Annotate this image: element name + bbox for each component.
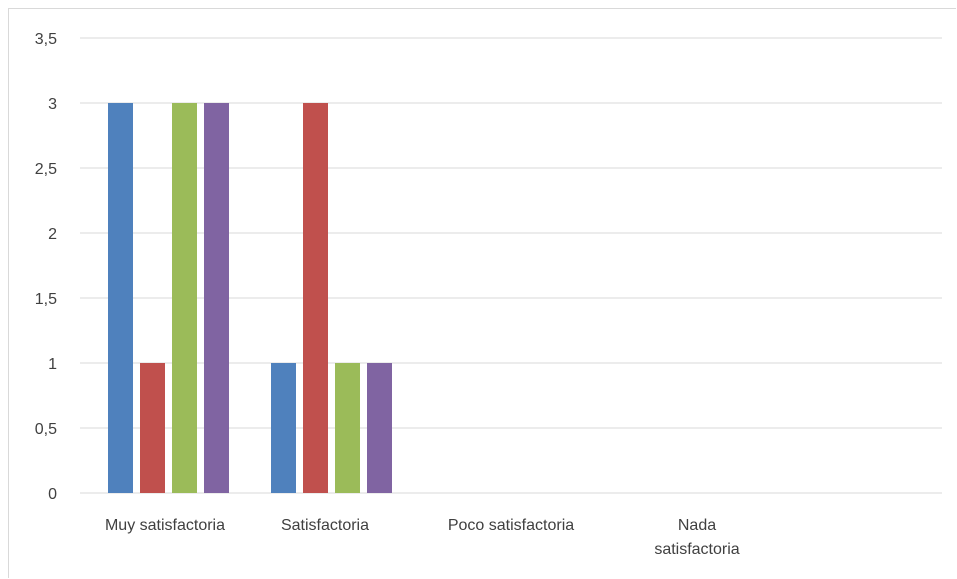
bar xyxy=(303,103,328,493)
chart-frame xyxy=(8,8,956,578)
bar xyxy=(108,103,133,493)
x-category-label: Nada satisfactoria xyxy=(654,517,739,558)
y-tick-label: 0 xyxy=(48,486,57,503)
bars xyxy=(108,103,392,493)
y-tick-label: 3 xyxy=(48,96,57,113)
bar xyxy=(204,103,229,493)
x-category-label-line: Nada xyxy=(678,517,716,534)
y-tick-label: 1 xyxy=(48,356,57,373)
grid-layer xyxy=(80,37,942,494)
bar xyxy=(172,103,197,493)
y-tick-label: 3,5 xyxy=(35,31,57,48)
x-category-label: Satisfactoria xyxy=(281,517,369,534)
bar xyxy=(335,363,360,493)
bar xyxy=(367,363,392,493)
y-tick-label: 2 xyxy=(48,226,57,243)
x-category-label: Muy satisfactoria xyxy=(105,517,225,534)
y-tick-label: 1,5 xyxy=(35,291,57,308)
x-axis-labels: Muy satisfactoria Satisfactoria Poco satis… xyxy=(105,517,740,558)
x-category-label-line: Satisfactoria xyxy=(281,517,369,534)
x-category-label-line: Muy satisfactoria xyxy=(105,517,225,534)
y-tick-label: 2,5 xyxy=(35,161,57,178)
bar xyxy=(140,363,165,493)
y-tick-label: 0,5 xyxy=(35,421,57,438)
x-category-label-line: satisfactoria xyxy=(654,541,739,558)
x-category-label-line: Poco satisfactoria xyxy=(448,517,574,534)
x-category-label: Poco satisfactoria xyxy=(448,517,574,534)
y-axis-ticks: 0 0,5 1 1,5 2 2,5 3 3,5 xyxy=(35,31,57,503)
bar xyxy=(271,363,296,493)
